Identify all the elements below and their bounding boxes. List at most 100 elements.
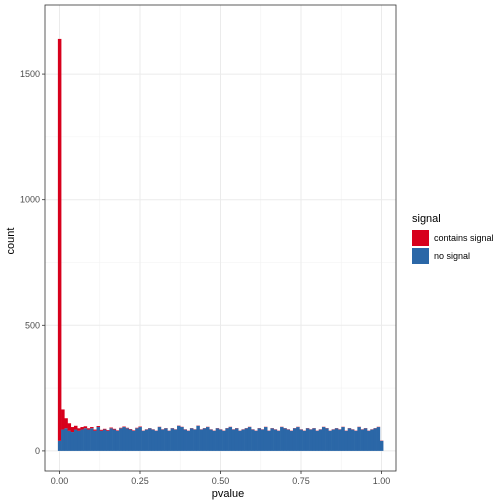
- bar-no-signal: [112, 429, 117, 451]
- bar-no-signal: [86, 429, 91, 451]
- legend-label-no-signal: no signal: [434, 251, 470, 261]
- x-tick-label: 0.50: [212, 476, 230, 486]
- bar-no-signal: [77, 430, 81, 451]
- bar-no-signal: [180, 427, 184, 451]
- bar-no-signal: [354, 430, 358, 451]
- bar-contains-signal: [90, 427, 94, 429]
- bar-no-signal: [363, 428, 368, 451]
- bar-no-signal: [138, 427, 142, 451]
- bar-no-signal: [99, 430, 104, 451]
- bar-no-signal: [312, 428, 316, 451]
- bar-no-signal: [350, 429, 355, 451]
- legend-key-contains-signal: [412, 230, 429, 246]
- bar-no-signal: [164, 428, 168, 451]
- bar-no-signal: [299, 429, 303, 451]
- bar-no-signal: [238, 430, 242, 451]
- bar-no-signal: [283, 428, 287, 451]
- bar-no-signal: [157, 427, 162, 451]
- bar-no-signal: [370, 429, 374, 451]
- bar-no-signal: [309, 429, 313, 451]
- bar-no-signal: [202, 428, 207, 451]
- bar-no-signal: [292, 428, 297, 451]
- bar-contains-signal: [106, 430, 110, 431]
- bar-contains-signal: [80, 427, 84, 430]
- bar-no-signal: [347, 428, 352, 451]
- bar-contains-signal: [128, 429, 133, 430]
- bar-no-signal: [360, 429, 365, 451]
- bar-no-signal: [131, 430, 136, 451]
- bar-no-signal: [331, 429, 336, 451]
- bar-contains-signal: [70, 427, 75, 433]
- x-tick-label: 0.25: [131, 476, 149, 486]
- bar-contains-signal: [131, 430, 136, 431]
- y-axis-title: count: [5, 228, 17, 255]
- y-tick-label: 0: [35, 446, 40, 456]
- bar-no-signal: [376, 427, 381, 451]
- bar-no-signal: [206, 427, 210, 451]
- bar-no-signal: [148, 428, 152, 451]
- bar-contains-signal: [77, 428, 81, 431]
- bar-contains-signal: [93, 429, 97, 431]
- y-tick-label: 1500: [20, 69, 40, 79]
- bar-no-signal: [254, 430, 258, 451]
- bar-no-signal: [286, 429, 291, 451]
- legend-key-no-signal: [412, 248, 429, 264]
- bar-no-signal: [341, 427, 345, 451]
- bar-no-signal: [70, 432, 75, 451]
- bar-contains-signal: [109, 427, 113, 429]
- bar-contains-signal: [99, 429, 104, 431]
- x-tick-label: 0.75: [292, 476, 310, 486]
- bar-no-signal: [222, 430, 226, 451]
- bar-no-signal: [125, 428, 130, 451]
- bar-no-signal: [57, 440, 62, 451]
- bar-no-signal: [241, 429, 245, 451]
- bar-contains-signal: [138, 426, 142, 428]
- bar-no-signal: [196, 425, 200, 451]
- bar-no-signal: [61, 429, 65, 451]
- y-axis: 0 500 1000 1500: [20, 69, 45, 456]
- bar-contains-signal: [64, 418, 68, 429]
- bar-no-signal: [90, 428, 94, 451]
- bar-no-signal: [379, 440, 384, 451]
- bar-no-signal: [325, 428, 329, 451]
- bar-no-signal: [267, 430, 271, 451]
- bar-no-signal: [183, 429, 187, 451]
- bar-no-signal: [193, 429, 197, 451]
- bar-no-signal: [334, 428, 339, 451]
- bar-no-signal: [270, 428, 274, 451]
- bar-no-signal: [228, 427, 233, 451]
- bar-contains-signal: [135, 427, 139, 429]
- x-axis-title: pvalue: [212, 488, 244, 500]
- y-tick-label: 1000: [20, 195, 40, 205]
- bar-no-signal: [260, 429, 265, 451]
- bar-contains-signal: [119, 427, 123, 429]
- legend: signal contains signal no signal: [412, 213, 494, 264]
- bar-contains-signal: [67, 423, 72, 431]
- bar-no-signal: [83, 428, 88, 451]
- bar-no-signal: [357, 427, 361, 451]
- bar-no-signal: [215, 428, 220, 451]
- bar-no-signal: [189, 428, 194, 451]
- bar-contains-signal: [125, 427, 130, 429]
- bar-contains-signal: [61, 409, 65, 430]
- bar-contains-signal: [83, 426, 88, 429]
- bar-no-signal: [302, 430, 307, 451]
- bar-no-signal: [80, 429, 84, 451]
- bar-no-signal: [321, 427, 326, 451]
- bar-no-signal: [276, 430, 281, 451]
- legend-label-contains-signal: contains signal: [434, 233, 494, 243]
- bar-no-signal: [154, 430, 159, 451]
- bar-no-signal: [289, 430, 294, 451]
- bar-no-signal: [247, 427, 252, 451]
- bar-no-signal: [338, 429, 342, 451]
- bar-contains-signal: [115, 430, 120, 431]
- bar-no-signal: [122, 427, 126, 451]
- bar-no-signal: [141, 430, 146, 451]
- bar-no-signal: [212, 430, 216, 451]
- bar-no-signal: [106, 430, 110, 451]
- bar-no-signal: [231, 429, 236, 451]
- bar-no-signal: [280, 427, 284, 451]
- bar-no-signal: [263, 427, 268, 451]
- bar-no-signal: [373, 428, 377, 451]
